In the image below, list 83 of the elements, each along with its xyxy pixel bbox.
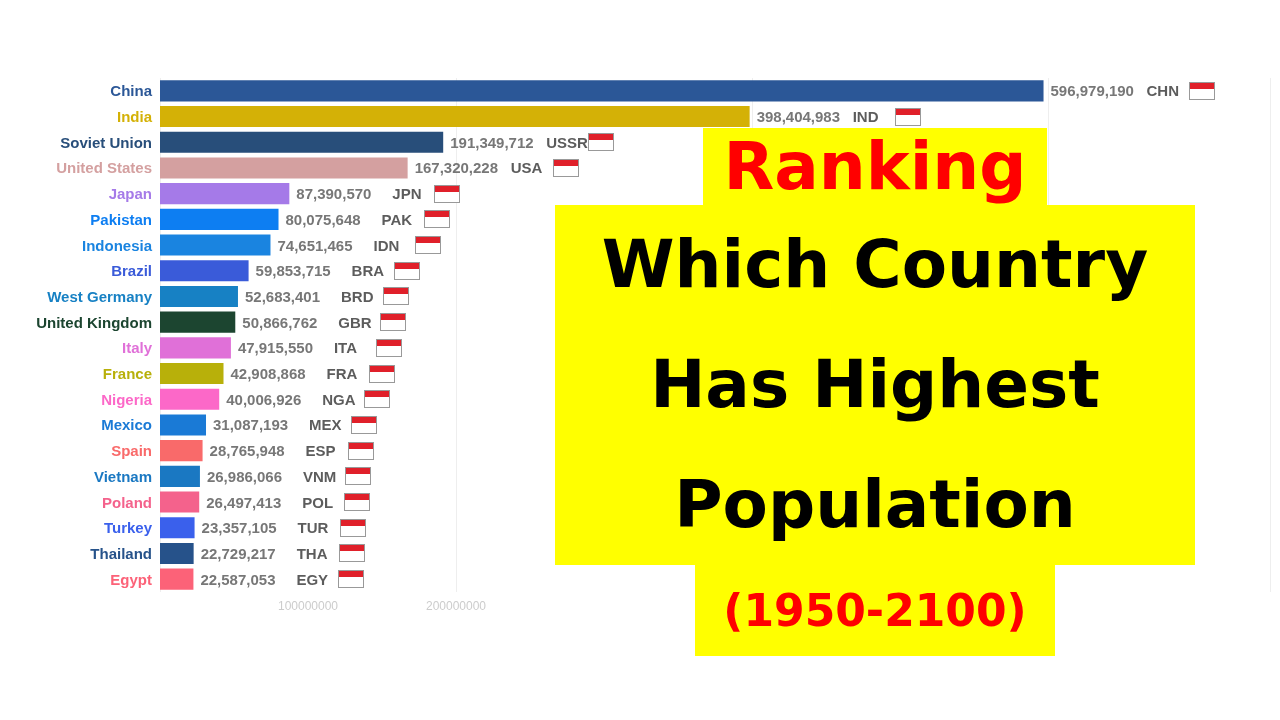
annotation: GBR [338, 313, 372, 331]
bar [160, 542, 194, 564]
y-tick-label: Pakistan [90, 210, 152, 228]
bar [160, 106, 750, 128]
bar [160, 311, 236, 333]
data-label: 52,683,401 [244, 287, 321, 305]
annotation: CHN [1146, 82, 1180, 100]
y-tick-label: Thailand [90, 544, 152, 562]
bar [160, 517, 195, 539]
annotation: VNM [302, 467, 337, 485]
annotation: IND [852, 108, 879, 126]
data-label: 31,087,193 [213, 416, 289, 434]
y-tick-label: Spain [111, 442, 152, 460]
data-label: 87,390,570 [296, 185, 372, 203]
data-label: 22,729,217 [200, 544, 276, 562]
data-label: 26,497,413 [206, 493, 282, 511]
data-label: 23,357,105 [201, 519, 277, 537]
annotation: NGA [322, 390, 356, 408]
y-tick-label: United States [56, 159, 152, 177]
data-label: 22,587,053 [200, 570, 276, 588]
y-tick-label: China [110, 82, 153, 100]
bar [160, 157, 408, 179]
data-label: 59,853,715 [255, 262, 331, 280]
data-label: 47,915,550 [237, 339, 313, 357]
data-label: 50,866,762 [242, 313, 318, 331]
annotation: (1950-2100) [695, 565, 1055, 656]
bar [160, 208, 279, 230]
y-tick-label: Indonesia [81, 236, 153, 254]
text: Ranking [703, 128, 1047, 205]
annotation: BRA [351, 262, 385, 280]
annotation: USSR [546, 133, 589, 151]
data-label: 80,075,648 [285, 210, 361, 228]
annotation: BRD [340, 287, 374, 305]
data-label: 28,765,948 [209, 442, 285, 460]
bar [160, 388, 220, 410]
data-label: 40,006,926 [226, 390, 302, 408]
annotation: FRA [326, 365, 358, 383]
annotation: TUR [297, 519, 329, 537]
bar [160, 568, 194, 590]
y-tick-label: Nigeria [101, 390, 153, 408]
y-tick-label: Italy [121, 339, 153, 357]
data-label: 596,979,190 [1050, 82, 1134, 100]
bar [160, 491, 200, 513]
bar [160, 131, 444, 153]
bar [160, 465, 200, 487]
bar [160, 260, 249, 282]
bar [160, 414, 207, 436]
bar [160, 80, 1044, 102]
y-tick-label: India [116, 108, 153, 126]
data-label: 167,320,228 [414, 159, 499, 177]
bar [160, 285, 238, 307]
y-tick-label: Vietnam [93, 467, 152, 485]
y-tick-label: Soviet Union [60, 133, 152, 151]
data-label: 74,651,465 [277, 236, 353, 254]
data-label: 42,908,868 [230, 365, 306, 383]
y-tick-label: Japan [108, 185, 152, 203]
bar [160, 440, 203, 462]
annotation: ITA [333, 339, 358, 357]
annotation: ESP [305, 442, 336, 460]
annotation: POL [302, 493, 334, 511]
y-tick-label: France [102, 365, 152, 383]
annotation: EGY [296, 570, 329, 588]
y-tick-label: Brazil [111, 262, 152, 280]
data-label: 398,404,983 [756, 108, 841, 126]
annotation: MEX [309, 416, 342, 434]
annotation: THA [296, 544, 328, 562]
annotation: USA [510, 159, 543, 177]
annotation: IDN [373, 236, 400, 254]
data-label: 26,986,066 [206, 467, 283, 485]
y-tick-label: Turkey [103, 519, 153, 537]
bar [160, 183, 290, 205]
y-tick-label: Poland [101, 493, 152, 511]
bar [160, 337, 231, 359]
text: Which Country Has Highest Population [555, 205, 1195, 565]
y-tick-label: West Germany [47, 287, 153, 305]
bar [160, 363, 224, 385]
annotation: PAK [381, 210, 413, 228]
y-tick-label: United Kingdom [36, 313, 152, 331]
data-label: 191,349,712 [450, 133, 534, 151]
bar [160, 234, 271, 256]
y-tick-label: Mexico [101, 416, 152, 434]
y-tick-label: Egypt [110, 570, 152, 588]
annotation: JPN [392, 185, 422, 203]
